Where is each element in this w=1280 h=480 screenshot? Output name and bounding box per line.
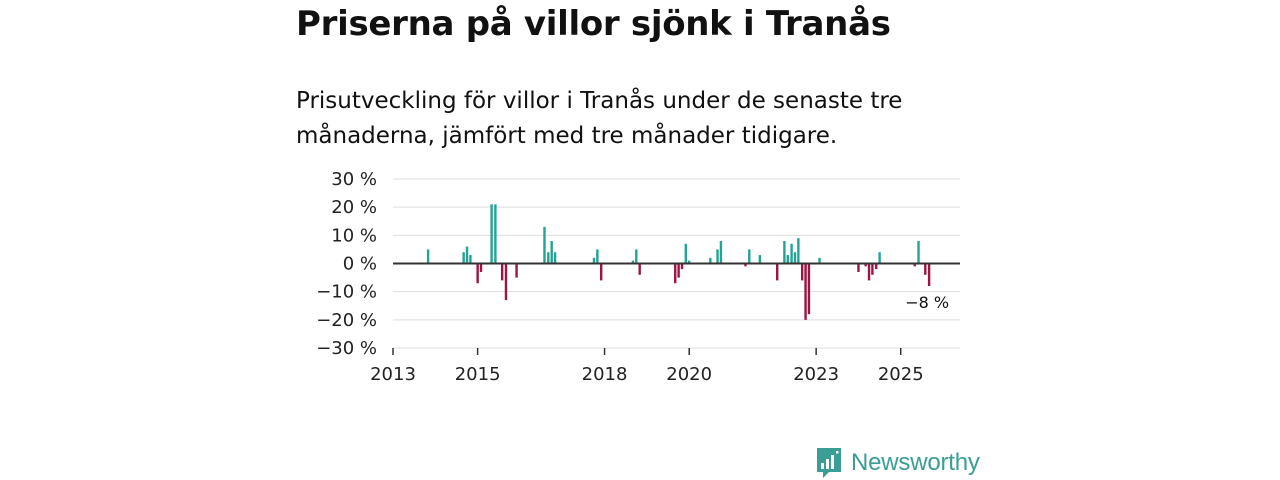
y-tick-label: 30 % (331, 169, 377, 190)
bar (684, 243, 688, 264)
page-title: Priserna på villor sjönk i Tranås (296, 4, 891, 44)
bar (469, 255, 472, 264)
chart-subtitle: Prisutveckling för villor i Tranås under… (296, 88, 903, 149)
bar (550, 240, 553, 264)
bar (479, 263, 483, 272)
y-tick-label: 0 % (343, 254, 377, 275)
x-tick-label: 2018 (582, 364, 628, 385)
y-tick-label: −30 % (316, 338, 377, 359)
bar (783, 240, 786, 264)
brand-name: Newsworthy (851, 449, 980, 476)
y-tick-label: −10 % (316, 282, 377, 303)
bar (818, 257, 821, 264)
bar (494, 204, 497, 264)
bar (867, 263, 871, 281)
bar (924, 263, 927, 275)
bar (592, 257, 596, 264)
bar (875, 263, 878, 270)
bar (800, 263, 804, 281)
bar (687, 260, 691, 264)
bar (804, 263, 807, 320)
bar (716, 249, 719, 264)
y-axis-labels: 30 % 20 % 10 % 0 % −10 % −20 % −30 % (316, 169, 377, 359)
bar (786, 255, 789, 264)
bar (776, 263, 779, 281)
bar-chart: 30 %20 %10 %0 %−10 %−20 %−30 % 2013 2015 2… (316, 169, 960, 385)
bar (547, 252, 550, 264)
bar (719, 240, 723, 264)
bars (426, 204, 931, 320)
bar (748, 249, 751, 264)
y-tick-label: −20 % (316, 310, 377, 331)
bar (596, 249, 599, 264)
bar (744, 263, 747, 267)
bar (857, 263, 860, 272)
y-tick-label: 20 % (331, 197, 377, 218)
bar (913, 263, 916, 267)
bar (807, 263, 811, 315)
bar (462, 252, 465, 264)
bar (677, 263, 680, 278)
bar (631, 260, 635, 264)
bar (465, 246, 469, 264)
bar (543, 226, 546, 264)
newsworthy-logo-icon (817, 448, 841, 478)
bar (553, 252, 557, 264)
x-tick-label: 2025 (878, 364, 924, 385)
last-value-label: −8 % (905, 293, 949, 312)
x-tick-label: 2023 (793, 364, 839, 385)
x-axis: 2013 2015 2018 2020 2023 2025 (370, 347, 960, 385)
bar (709, 257, 712, 264)
bar (797, 238, 800, 264)
newsworthy-logo: Newsworthy (815, 446, 980, 480)
bar (490, 204, 493, 264)
x-tick-label: 2013 (370, 364, 416, 385)
bar (426, 249, 430, 264)
bar (638, 263, 641, 275)
bar (871, 263, 874, 275)
x-tick-label: 2015 (455, 364, 501, 385)
bar (758, 255, 762, 264)
bar (917, 240, 920, 264)
x-tick-label: 2020 (666, 364, 712, 385)
bar (515, 263, 518, 278)
bar (793, 252, 797, 264)
y-tick-label: 10 % (331, 225, 377, 246)
bar (500, 263, 504, 281)
bar (674, 263, 677, 284)
bar (927, 263, 931, 287)
bar (476, 263, 479, 284)
bar (864, 263, 867, 267)
bar (790, 243, 793, 264)
bar (599, 263, 603, 281)
bar (635, 249, 638, 264)
bar (878, 252, 881, 264)
bar (680, 263, 684, 270)
bar (504, 263, 508, 301)
